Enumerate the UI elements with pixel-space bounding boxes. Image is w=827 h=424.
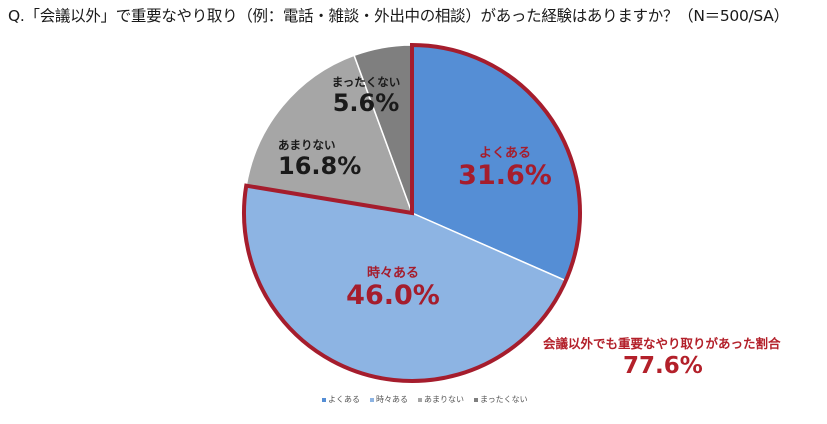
legend: よくある 時々ある あまりない まったくない [322,394,528,405]
summary-callout: 会議以外でも重要なやり取りがあった割合 77.6% [543,333,781,379]
highlight-outline [242,42,582,383]
label-yokuaru: よくある 31.6% [458,146,552,191]
label-amarinai: あまりない 16.8% [278,138,362,180]
callout-text: 会議以外でも重要なやり取りがあった割合 [543,336,781,351]
legend-item: まったくない [474,394,528,405]
pie-slice [245,54,414,214]
legend-item: あまりない [418,394,464,405]
label-mattakunai: まったくない 5.6% [331,75,401,117]
legend-item: 時々ある [370,394,408,405]
chart-title: Q.「会議以外」で重要なやり取り（例：電話・雑談・外出中の相談）があった経験はあ… [8,7,789,25]
label-tokidoki: 時々ある 46.0% [346,266,440,311]
legend-swatch [322,397,326,402]
legend-swatch [370,397,374,402]
legend-swatch [418,397,422,402]
callout-value: 77.6% [623,353,703,379]
legend-item: よくある [322,394,360,405]
legend-swatch [474,397,478,402]
